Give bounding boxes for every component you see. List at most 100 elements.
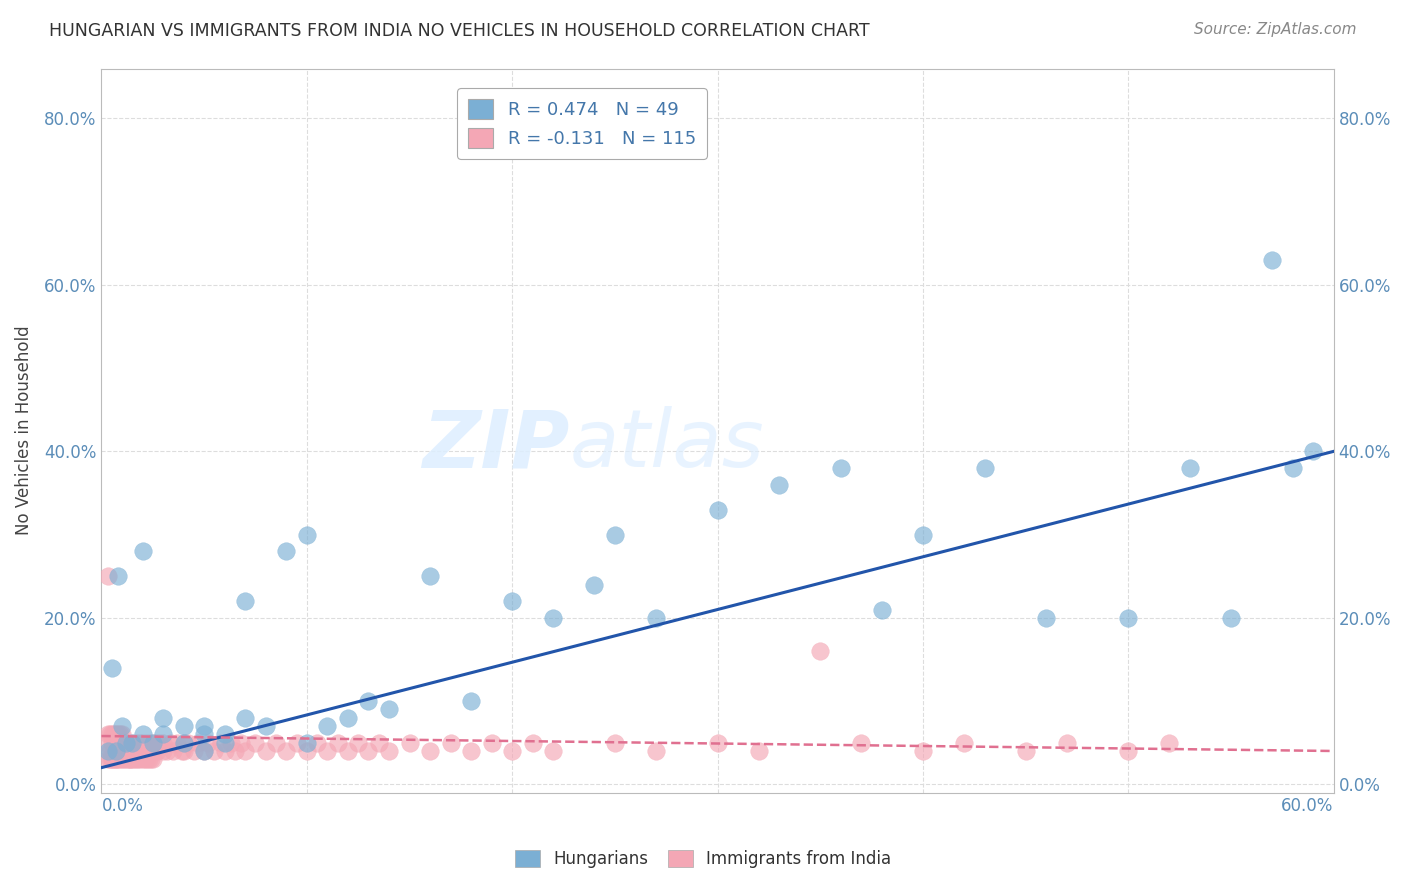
Point xyxy=(111,752,134,766)
Point xyxy=(112,752,135,766)
Point xyxy=(197,736,219,750)
Point xyxy=(501,744,523,758)
Point xyxy=(117,752,139,766)
Point xyxy=(583,577,606,591)
Point xyxy=(911,744,934,758)
Point xyxy=(307,736,329,750)
Point xyxy=(100,736,122,750)
Point xyxy=(148,736,170,750)
Point xyxy=(326,736,349,750)
Point xyxy=(285,736,308,750)
Point xyxy=(870,602,893,616)
Point xyxy=(187,736,209,750)
Point xyxy=(214,727,236,741)
Point xyxy=(808,644,831,658)
Point xyxy=(108,744,131,758)
Point xyxy=(378,702,401,716)
Point xyxy=(142,744,165,758)
Point xyxy=(378,744,401,758)
Point xyxy=(131,544,153,558)
Point xyxy=(1281,461,1303,475)
Point xyxy=(111,744,134,758)
Point xyxy=(127,744,149,758)
Point xyxy=(121,736,143,750)
Point xyxy=(124,744,146,758)
Point xyxy=(357,694,380,708)
Point xyxy=(98,744,121,758)
Point xyxy=(146,744,169,758)
Point xyxy=(254,719,277,733)
Point xyxy=(124,752,146,766)
Point xyxy=(125,752,148,766)
Point xyxy=(125,736,148,750)
Point xyxy=(98,727,121,741)
Point xyxy=(830,461,852,475)
Point xyxy=(173,736,195,750)
Point xyxy=(357,744,380,758)
Point xyxy=(152,736,174,750)
Point xyxy=(1056,736,1078,750)
Point xyxy=(209,736,232,750)
Point xyxy=(142,752,165,766)
Point xyxy=(481,736,503,750)
Point xyxy=(419,744,441,758)
Point xyxy=(134,752,156,766)
Point xyxy=(295,736,318,750)
Point xyxy=(460,694,482,708)
Point xyxy=(233,744,256,758)
Point xyxy=(170,744,193,758)
Text: Source: ZipAtlas.com: Source: ZipAtlas.com xyxy=(1194,22,1357,37)
Point xyxy=(316,744,339,758)
Point xyxy=(107,752,129,766)
Point xyxy=(748,744,770,758)
Point xyxy=(1302,444,1324,458)
Point xyxy=(214,744,236,758)
Point xyxy=(706,502,728,516)
Point xyxy=(295,744,318,758)
Legend: Hungarians, Immigrants from India: Hungarians, Immigrants from India xyxy=(508,843,898,875)
Point xyxy=(193,744,215,758)
Point xyxy=(603,527,626,541)
Legend: R = 0.474   N = 49, R = -0.131   N = 115: R = 0.474 N = 49, R = -0.131 N = 115 xyxy=(457,88,707,159)
Point xyxy=(121,736,143,750)
Point xyxy=(139,752,162,766)
Point xyxy=(264,736,287,750)
Point xyxy=(131,744,153,758)
Point xyxy=(98,752,121,766)
Point xyxy=(152,711,174,725)
Point xyxy=(1116,744,1139,758)
Point xyxy=(100,752,122,766)
Point xyxy=(233,594,256,608)
Point xyxy=(108,727,131,741)
Point xyxy=(1014,744,1036,758)
Point xyxy=(97,744,120,758)
Point xyxy=(336,744,359,758)
Point xyxy=(111,727,134,741)
Point xyxy=(94,736,117,750)
Point xyxy=(162,744,184,758)
Point xyxy=(233,711,256,725)
Point xyxy=(193,719,215,733)
Point xyxy=(97,727,120,741)
Point xyxy=(131,736,153,750)
Text: atlas: atlas xyxy=(569,406,765,484)
Point xyxy=(645,611,668,625)
Point xyxy=(398,736,420,750)
Point xyxy=(973,461,995,475)
Point xyxy=(295,527,318,541)
Point xyxy=(336,711,359,725)
Point xyxy=(120,752,142,766)
Point xyxy=(276,744,298,758)
Point xyxy=(501,594,523,608)
Point xyxy=(104,727,127,741)
Text: HUNGARIAN VS IMMIGRANTS FROM INDIA NO VEHICLES IN HOUSEHOLD CORRELATION CHART: HUNGARIAN VS IMMIGRANTS FROM INDIA NO VE… xyxy=(49,22,870,40)
Point xyxy=(214,736,236,750)
Point xyxy=(131,752,153,766)
Text: 0.0%: 0.0% xyxy=(101,797,143,814)
Point xyxy=(706,736,728,750)
Point xyxy=(100,752,122,766)
Point xyxy=(173,744,195,758)
Point xyxy=(103,744,125,758)
Point xyxy=(316,719,339,733)
Point xyxy=(134,744,156,758)
